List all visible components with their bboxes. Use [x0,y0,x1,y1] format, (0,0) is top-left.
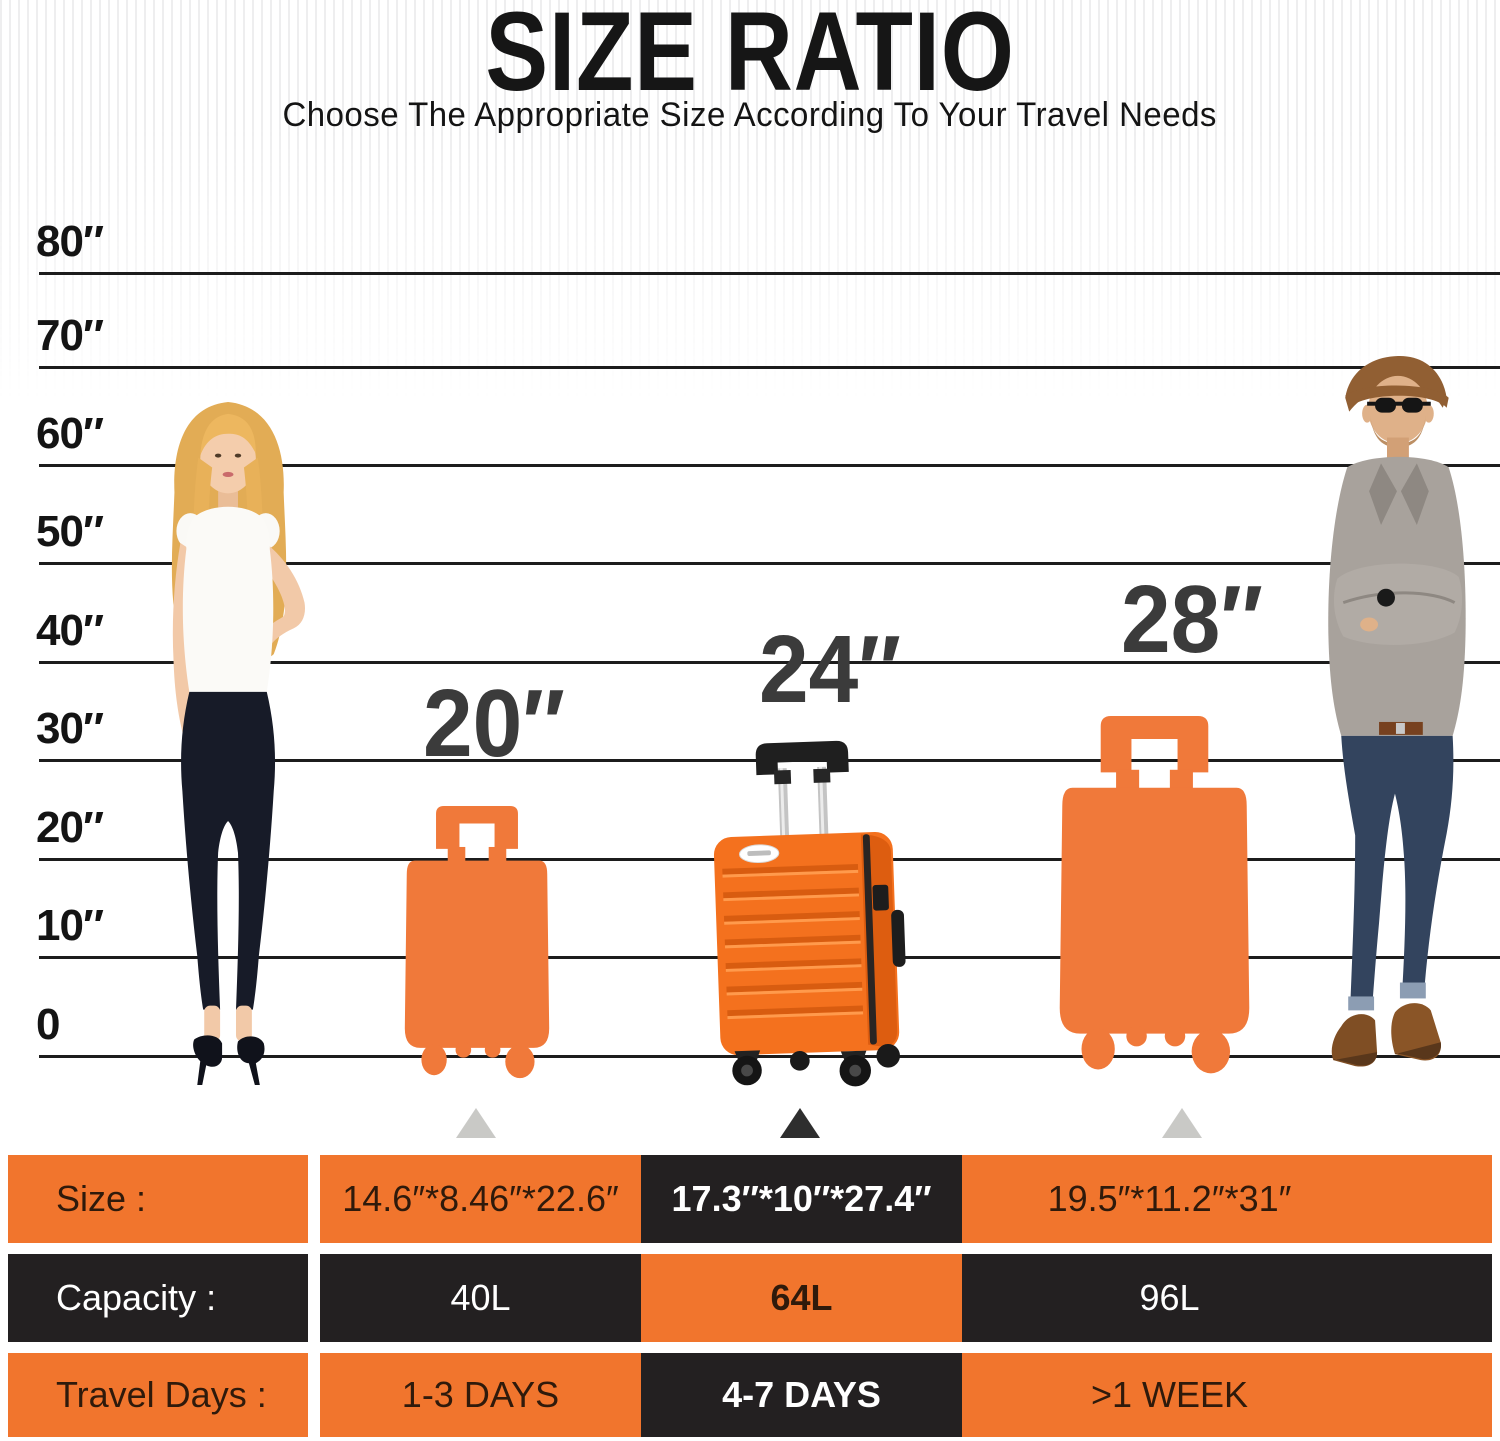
scale-line-0in [39,1055,1500,1058]
up-triangle-marker-24in [780,1108,820,1138]
travel-days-value-20in: 1-3 DAYS [320,1353,641,1437]
tsa-lock [872,884,889,911]
side-handle [891,909,906,967]
capacity-value-20in: 40L [320,1254,641,1342]
table-row-travel-days: Travel Days : 1-3 DAYS 4-7 DAYS >1 WEEK [8,1353,1492,1437]
size-value-20in: 14.6″*8.46″*22.6″ [320,1155,641,1243]
suitcase-28in-silhouette [1059,716,1250,1074]
scale-label-40: 40″ [36,606,104,655]
row-label-capacity: Capacity : [8,1254,308,1342]
scale-line-50in [39,562,1500,565]
scale-label-60: 60″ [36,409,104,458]
scale-label-0: 0 [36,1000,61,1049]
scale-label-20: 20″ [36,803,104,852]
scale-label-70: 70″ [36,311,104,360]
scale-label-10: 10″ [36,901,104,950]
travel-days-value-24in-highlighted: 4-7 DAYS [641,1353,962,1437]
scale-label-80: 80″ [36,217,104,266]
travel-days-value-28in: >1 WEEK [962,1353,1492,1437]
capacity-value-24in-highlighted: 64L [641,1254,962,1342]
size-label-24in: 24″ [758,616,902,723]
man-figure [1328,355,1466,1067]
size-label-20in: 20″ [422,670,566,777]
suitcase-20in-silhouette [404,806,550,1079]
table-row-capacity: Capacity : 40L 64L 96L [8,1254,1492,1342]
up-triangle-marker-28in [1162,1108,1202,1138]
row-label-size: Size : [8,1155,308,1243]
page-title: SIZE RATIO [485,0,1015,114]
scale-label-30: 30″ [36,704,104,753]
size-value-28in: 19.5″*11.2″*31″ [962,1155,1492,1243]
scale-line-80in [39,272,1500,275]
size-value-24in-highlighted: 17.3″*10″*27.4″ [641,1155,962,1243]
capacity-value-28in: 96L [962,1254,1492,1342]
scale-line-40in [39,661,1500,664]
scale-line-60in [39,464,1500,467]
suitcase-24in-product [713,740,906,1087]
woman-figure [171,401,306,1086]
scale-label-50: 50″ [36,507,104,556]
size-label-28in: 28″ [1120,566,1264,673]
up-triangle-marker-20in [456,1108,496,1138]
table-row-size: Size : 14.6″*8.46″*22.6″ 17.3″*10″*27.4″… [8,1155,1492,1243]
scale-line-70in [39,366,1500,369]
row-label-travel-days: Travel Days : [8,1353,308,1437]
page-subtitle: Choose The Appropriate Size According To… [282,96,1218,134]
